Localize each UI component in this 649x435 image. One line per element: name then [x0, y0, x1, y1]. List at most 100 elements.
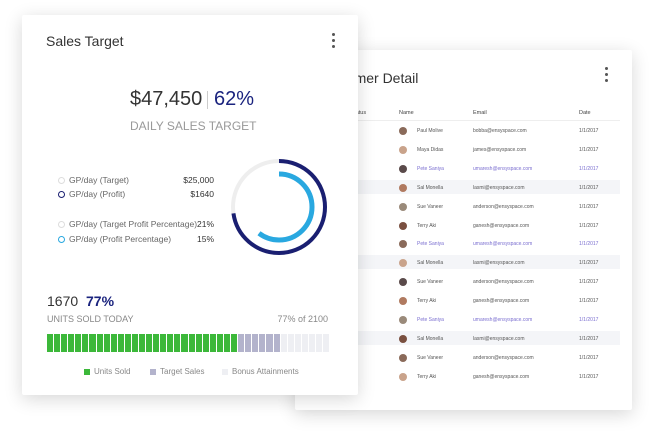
bar-segment — [181, 334, 188, 352]
stat-dot — [58, 177, 65, 184]
stat-value: 15% — [196, 234, 214, 244]
table-cell: 1/1/2017 — [579, 335, 599, 342]
percent: 62% — [214, 88, 255, 110]
table-cell: 1/1/2017 — [579, 203, 599, 210]
table-cell: ganesh@ensyspace.com — [473, 298, 530, 305]
ring-inner — [243, 171, 315, 243]
avatar — [399, 353, 407, 362]
legend-swatch — [150, 369, 156, 375]
ring-chart — [231, 159, 327, 255]
stat-dot — [58, 221, 65, 228]
table-cell: anderson@ensyspace.com — [473, 203, 534, 210]
bar-segment — [245, 334, 252, 352]
avatar — [399, 221, 407, 230]
table-cell: lasmi@ensyspace.com — [473, 260, 525, 267]
bar-segment — [280, 334, 287, 352]
column-header: Email — [473, 110, 487, 116]
bar-segment — [47, 334, 54, 352]
bar-segment — [273, 334, 280, 352]
avatar — [399, 164, 407, 173]
bar-segment — [266, 334, 273, 352]
table-cell: ganesh@ensyspace.com — [473, 222, 530, 229]
bar-segment — [223, 334, 231, 352]
stat-value: $1640 — [190, 189, 214, 199]
column-header: Name — [399, 110, 414, 116]
avatar — [399, 259, 407, 268]
bar-segment — [238, 334, 245, 352]
column-header: Date — [579, 110, 591, 116]
units-of: 77% of 2100 — [277, 314, 328, 324]
bar-segment — [195, 334, 202, 352]
table-cell: 1/1/2017 — [579, 317, 599, 323]
avatar — [399, 372, 407, 381]
bar-segment — [174, 334, 181, 352]
bar-segment — [301, 334, 308, 352]
table-cell: 1/1/2017 — [579, 260, 599, 267]
table-cell: Terry Aki — [417, 222, 437, 229]
stat-label: GP/day (Target Profit Percentage) — [69, 219, 198, 229]
stat-dot — [58, 236, 65, 243]
table-cell: Pete Saniya — [417, 165, 444, 172]
table-cell: Paul Molive — [417, 128, 443, 134]
card-title: Sales Target — [46, 33, 124, 49]
table-cell: Sue Vaneer — [417, 279, 444, 286]
bar-segment — [110, 334, 117, 352]
subtitle: DAILY SALES TARGET — [130, 119, 257, 133]
bar-segment — [315, 334, 323, 352]
bar-segment — [231, 334, 238, 352]
table-cell: umaresh@ensyspace.com — [473, 317, 533, 323]
table-cell: 1/1/2017 — [579, 279, 599, 286]
units-percent: 77% — [86, 293, 115, 309]
avatar — [399, 183, 407, 192]
bar-segment — [68, 334, 75, 352]
table-cell: Sue Vaneer — [417, 203, 444, 210]
bar-segment — [153, 334, 160, 352]
table-cell: 1/1/2017 — [579, 298, 599, 305]
avatar — [399, 297, 407, 306]
bar-segment — [308, 334, 315, 352]
table-cell: Maya Didas — [417, 146, 444, 153]
bar-segment — [188, 334, 195, 352]
menu-button[interactable] — [332, 33, 336, 51]
bar-segment — [96, 334, 103, 352]
bar-segment — [259, 334, 266, 352]
table-cell: 1/1/2017 — [579, 184, 599, 191]
units-label: UNITS SOLD TODAY — [47, 314, 134, 324]
bar-segment — [54, 334, 61, 352]
sales-card: Sales Target $47,450 62% DAILY SALES TAR… — [22, 15, 358, 395]
table-cell: 1/1/2017 — [579, 128, 599, 134]
table-cell: anderson@ensyspace.com — [473, 279, 534, 286]
bar-segment — [131, 334, 139, 352]
bar-segment — [146, 334, 153, 352]
table-cell: Sal Monella — [417, 335, 444, 342]
bar-segment — [323, 334, 330, 352]
stat-label: GP/day (Profit Percentage) — [69, 234, 172, 244]
menu-button[interactable] — [605, 67, 609, 85]
table-cell: Pete Saniya — [417, 241, 444, 248]
table-cell: 1/1/2017 — [579, 354, 599, 361]
bar-segment — [252, 334, 259, 352]
bar-segment — [61, 334, 68, 352]
bar-segment — [117, 334, 124, 352]
bar-segment — [75, 334, 82, 352]
legend-label: Bonus Attainments — [232, 367, 299, 376]
row-stripe — [335, 330, 620, 345]
table-cell: umaresh@ensyspace.com — [473, 165, 533, 172]
table-cell: Terry Aki — [417, 373, 437, 380]
header-line — [335, 120, 620, 121]
table-cell: james@ensyspace.com — [473, 146, 527, 153]
stat-dot — [58, 191, 65, 198]
separator — [207, 91, 208, 109]
table-cell: Pete Saniya — [417, 317, 444, 323]
ring-outer — [231, 159, 327, 255]
stat-value: $25,000 — [183, 175, 214, 185]
table-cell: lasmi@ensyspace.com — [473, 335, 525, 342]
avatar — [399, 278, 407, 287]
table-cell: umaresh@ensyspace.com — [473, 241, 533, 248]
table-cell: Sal Monella — [417, 184, 444, 191]
table-cell: 1/1/2017 — [579, 241, 599, 248]
stat-label: GP/day (Target) — [69, 175, 129, 185]
legend-label: Units Sold — [94, 367, 131, 376]
table-cell: 1/1/2017 — [579, 222, 599, 229]
table-cell: Sal Monella — [417, 260, 444, 267]
